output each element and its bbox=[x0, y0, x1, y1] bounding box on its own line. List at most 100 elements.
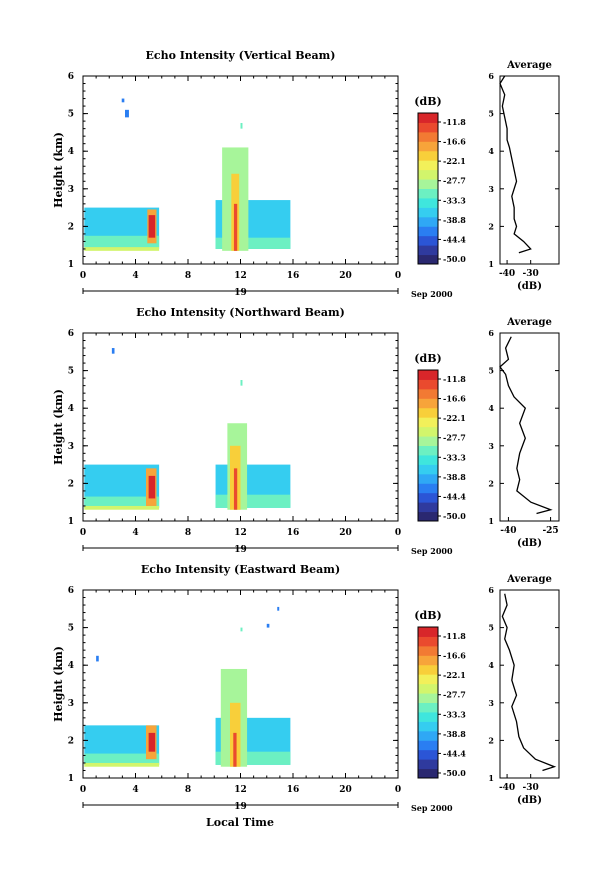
colorbar-tick-label: -38.8 bbox=[443, 729, 466, 739]
profile-y-tick-label: 4 bbox=[488, 146, 494, 156]
y-tick-label: 4 bbox=[68, 661, 74, 671]
y-tick-label: 2 bbox=[68, 736, 74, 746]
echo-cell bbox=[121, 98, 125, 103]
profile-x-label: (dB) bbox=[517, 281, 542, 292]
x-tick-label: 20 bbox=[339, 528, 352, 538]
x-tick-label: 12 bbox=[234, 785, 247, 795]
echo-cell bbox=[240, 627, 243, 632]
colorbar-swatch bbox=[418, 426, 438, 437]
profile-x-tick-label: -30 bbox=[523, 783, 539, 793]
colorbar-swatch bbox=[418, 216, 438, 227]
echo-cell bbox=[240, 380, 243, 386]
echo-cell bbox=[240, 123, 243, 129]
colorbar-tick-label: -33.3 bbox=[443, 709, 466, 719]
chart-title: Echo Intensity (Northward Beam) bbox=[136, 306, 345, 319]
colorbar-tick-label: -50.0 bbox=[443, 511, 466, 521]
x-tick-label: 0 bbox=[395, 271, 401, 281]
colorbar-swatch bbox=[418, 502, 438, 513]
profile-y-tick-label: 6 bbox=[488, 71, 494, 81]
colorbar-unit: (dB) bbox=[414, 609, 441, 622]
date-label: Sep 2000 bbox=[411, 803, 453, 813]
profile-x-label: (dB) bbox=[517, 538, 542, 549]
x-tick-label: 4 bbox=[132, 528, 138, 538]
y-tick-label: 5 bbox=[68, 624, 74, 634]
x-tick-label: 0 bbox=[395, 528, 401, 538]
colorbar-tick-label: -27.7 bbox=[443, 433, 466, 443]
profile-line bbox=[499, 75, 532, 254]
colorbar-swatch bbox=[418, 768, 438, 779]
colorbar-swatch bbox=[418, 379, 438, 390]
colorbar-swatch bbox=[418, 759, 438, 770]
profile-frame bbox=[499, 75, 560, 265]
echo-cell bbox=[233, 732, 237, 767]
y-tick-label: 1 bbox=[68, 517, 74, 527]
y-tick-label: 6 bbox=[68, 72, 74, 82]
colorbar-tick-label: -22.1 bbox=[443, 156, 466, 166]
y-tick-label: 2 bbox=[68, 479, 74, 489]
echo-cell bbox=[148, 732, 156, 752]
colorbar-tick-label: -50.0 bbox=[443, 254, 466, 264]
day-label: 19 bbox=[234, 288, 247, 298]
x-tick-label: 0 bbox=[80, 785, 86, 795]
y-tick-label: 3 bbox=[68, 699, 74, 709]
colorbar-swatch bbox=[418, 711, 438, 722]
colorbar-swatch bbox=[418, 235, 438, 246]
colorbar-swatch bbox=[418, 645, 438, 656]
colorbar-swatch bbox=[418, 636, 438, 647]
colorbar-swatch bbox=[418, 674, 438, 685]
colorbar-swatch bbox=[418, 627, 438, 637]
echo-cell bbox=[266, 623, 270, 628]
colorbar-swatch bbox=[418, 245, 438, 256]
profile-x-tick-label: -40 bbox=[499, 783, 515, 793]
colorbar-swatch bbox=[418, 740, 438, 751]
colorbar-swatch bbox=[418, 749, 438, 760]
profile-x-label: (dB) bbox=[517, 795, 542, 806]
profile-line bbox=[501, 593, 557, 772]
profile-y-tick-label: 1 bbox=[488, 773, 494, 783]
profile-y-tick-label: 1 bbox=[488, 259, 494, 269]
profile-y-tick-label: 4 bbox=[488, 403, 494, 413]
colorbar-swatch bbox=[418, 226, 438, 237]
y-tick-label: 5 bbox=[68, 367, 74, 377]
colorbar-tick-label: -22.1 bbox=[443, 670, 466, 680]
colorbar-swatch bbox=[418, 436, 438, 446]
colorbar-swatch bbox=[418, 370, 438, 380]
profile-frame bbox=[499, 589, 560, 779]
colorbar-tick-label: -16.6 bbox=[443, 137, 466, 147]
echo-cell bbox=[111, 348, 115, 354]
colorbar-tick-label: -38.8 bbox=[443, 215, 466, 225]
echo-cell bbox=[148, 475, 156, 499]
profile-y-tick-label: 3 bbox=[488, 184, 494, 194]
colorbar-unit: (dB) bbox=[414, 352, 441, 365]
x-axis-label: Local Time bbox=[206, 816, 274, 829]
x-tick-label: 4 bbox=[132, 785, 138, 795]
colorbar-swatch bbox=[418, 407, 438, 418]
colorbar-swatch bbox=[418, 197, 438, 208]
echo-cell bbox=[84, 235, 160, 248]
echo-cell bbox=[125, 109, 129, 118]
colorbar-tick-label: -33.3 bbox=[443, 452, 466, 462]
profile-x-tick-label: -25 bbox=[542, 526, 558, 536]
x-tick-label: 16 bbox=[287, 528, 300, 538]
echo-cell bbox=[84, 762, 160, 767]
profile-frame bbox=[499, 332, 560, 522]
colorbar-swatch bbox=[418, 179, 438, 189]
colorbar-swatch bbox=[418, 122, 438, 133]
profile-y-tick-label: 1 bbox=[488, 516, 494, 526]
y-axis-label: Height (km) bbox=[52, 132, 65, 208]
colorbar-tick-label: -27.7 bbox=[443, 690, 466, 700]
colorbar-tick-label: -44.4 bbox=[443, 491, 466, 501]
echo-cell bbox=[148, 215, 156, 238]
x-tick-label: 8 bbox=[185, 271, 191, 281]
colorbar-tick-label: -11.8 bbox=[443, 374, 466, 384]
colorbar-swatch bbox=[418, 721, 438, 732]
profile-title: Average bbox=[506, 317, 552, 328]
colorbar-frame bbox=[417, 369, 439, 522]
chart-title: Echo Intensity (Vertical Beam) bbox=[145, 49, 335, 62]
colorbar-swatch bbox=[418, 254, 438, 265]
x-tick-label: 0 bbox=[80, 271, 86, 281]
colorbar-tick-label: -22.1 bbox=[443, 413, 466, 423]
colorbar-swatch bbox=[418, 188, 438, 199]
colorbar-frame bbox=[417, 626, 439, 779]
